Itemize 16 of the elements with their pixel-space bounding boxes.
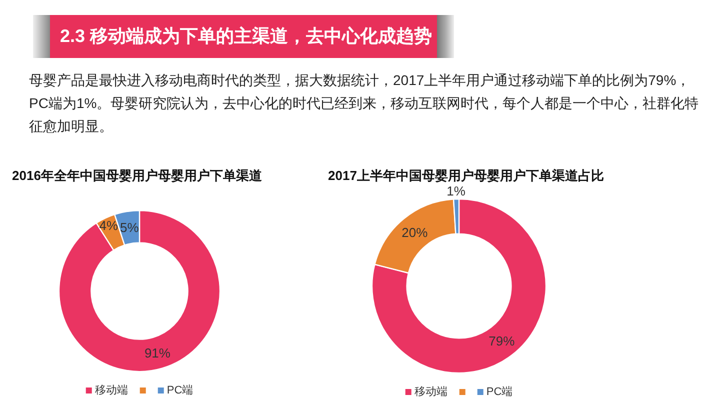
legend-label: 移动端	[94, 384, 128, 396]
data-label: 79%	[488, 333, 516, 348]
donut-slice	[58, 210, 221, 372]
data-label: 1%	[446, 184, 466, 199]
text: 母婴产品是最快进入移动电商时代的类型，据大数据统计，2017上半年用户通过移动端下单的比例为79%，PC端为1%。母婴研究院认为，去中心化的时代已经到来，移动互联网时代，每个人都是一个中心，社群化特征愈加明显。	[29, 71, 700, 136]
legend-label: PC端	[486, 385, 513, 398]
data-label: 20%	[402, 224, 428, 240]
chart-title: 2017上半年中国母婴用户母婴用户下单渠道占比	[328, 168, 604, 183]
legend-label: PC端	[166, 384, 194, 396]
data-label: 91%	[144, 345, 171, 360]
donut-slice	[371, 198, 547, 374]
chart-title: 2016年全年中国母婴用户母婴用户下单渠道	[12, 168, 263, 183]
legend-label: 移动端	[414, 385, 448, 398]
data-label: 5%	[120, 220, 140, 235]
header-bar: 2.3 移动端成为下单的主渠道，去中心化成趋势	[50, 15, 437, 58]
data-label: 4%	[99, 218, 118, 233]
